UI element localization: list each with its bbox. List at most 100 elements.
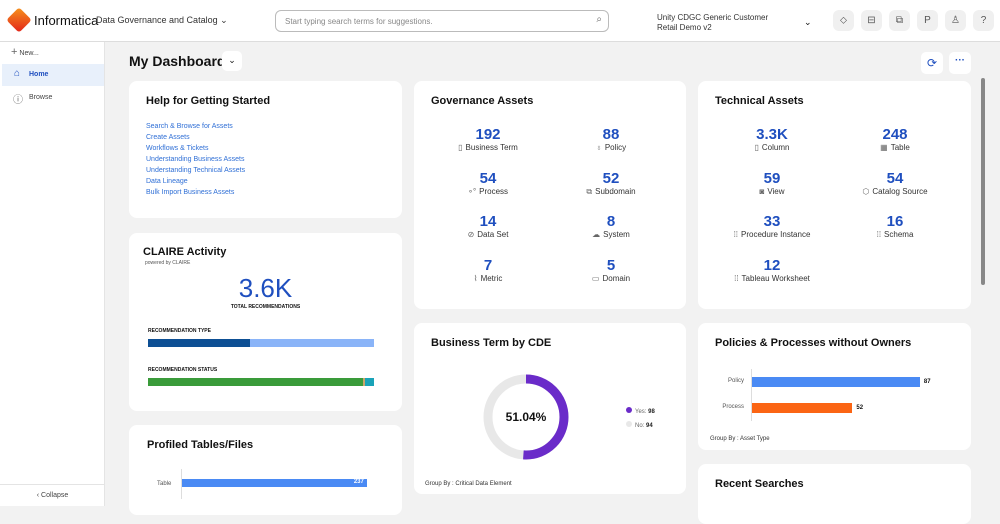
cde-donut-chart xyxy=(483,374,569,460)
asset-count-column[interactable]: 3.3K ▯ Column xyxy=(712,126,832,152)
help-link[interactable]: Workflows & Tickets xyxy=(146,145,209,152)
bar-segment[interactable] xyxy=(362,378,365,386)
search-input[interactable]: Start typing search terms for suggestion… xyxy=(275,10,609,32)
bar-label: Process xyxy=(722,404,744,410)
group-by-label: Group By : Critical Data Element xyxy=(425,481,512,487)
asset-count-process[interactable]: 54 ∘° Process xyxy=(428,170,548,196)
help-link[interactable]: Create Assets xyxy=(146,134,190,141)
asset-count-domain[interactable]: 5 ▭ Domain xyxy=(551,257,671,283)
legend-label: No: xyxy=(635,423,645,429)
brand-name: Informatica xyxy=(34,13,99,28)
dashboard-dropdown-button[interactable]: ⌄ xyxy=(222,51,242,71)
sidebar-item-browse[interactable]: ⓘ Browse xyxy=(2,88,104,108)
legend-no[interactable]: No: 94 xyxy=(626,421,653,429)
asset-count: 12 xyxy=(763,256,781,274)
asset-count: 88 xyxy=(602,126,620,143)
bar-segment[interactable] xyxy=(148,378,363,386)
bar-value: 52 xyxy=(856,405,864,411)
sidebar: + New... ⌂ Home ⓘ Browse ‹ Collapse xyxy=(0,42,105,506)
bar-segment[interactable] xyxy=(364,378,374,386)
asset-type-icon: ⬡ xyxy=(862,186,870,196)
asset-type-label: Data Set xyxy=(477,230,509,239)
donut-yes-segment[interactable] xyxy=(483,374,569,460)
asset-count-metric[interactable]: 7 ⌇ Metric xyxy=(428,257,548,283)
asset-count-data-set[interactable]: 14 ⊘ Data Set xyxy=(428,213,548,239)
card-title: CLAIRE Activity xyxy=(143,246,227,258)
new-label: New... xyxy=(19,50,39,57)
collapse-button[interactable]: ‹ Collapse xyxy=(0,484,105,506)
asset-type-icon: ▯ xyxy=(458,143,463,152)
asset-type-icon: ⁞⁞ xyxy=(876,230,882,239)
asset-count: 8 xyxy=(606,213,616,230)
copy-button[interactable]: ⧉ xyxy=(889,10,910,31)
technical-assets-card: Technical Assets 3.3K ▯ Column 248 ▦ Table 59 ◙… xyxy=(698,81,971,309)
asset-type-label: View xyxy=(767,186,785,196)
bar-policy[interactable] xyxy=(752,377,920,387)
bar-segment[interactable] xyxy=(249,339,374,347)
inbox-button[interactable]: ⊟ xyxy=(861,10,882,31)
asset-count-schema[interactable]: 16 ⁞⁞ Schema xyxy=(835,213,955,239)
search-icon[interactable]: ⌕ xyxy=(596,14,602,25)
asset-type: ⊘ Data Set xyxy=(428,230,548,239)
asset-count-policy[interactable]: 88 ♁ Policy xyxy=(551,126,671,152)
asset-count: 7 xyxy=(483,256,493,274)
asset-type-icon: ⧉ xyxy=(586,186,593,196)
help-icon: ? xyxy=(980,15,987,26)
asset-type-icon: ⌇ xyxy=(473,273,478,283)
tag-button[interactable]: ⬦ xyxy=(833,10,854,31)
asset-count-subdomain[interactable]: 52 ⧉ Subdomain xyxy=(551,170,671,197)
asset-count-system[interactable]: 8 ☁ System xyxy=(551,213,671,239)
legend-dot-icon xyxy=(626,407,632,413)
page-title: My Dashboard xyxy=(129,53,226,69)
recent-searches-card: Recent Searches xyxy=(698,464,971,524)
axis-line xyxy=(181,469,182,499)
more-options-button[interactable]: ··· xyxy=(949,52,971,74)
new-button[interactable]: + New... xyxy=(11,46,39,58)
asset-type-icon: ⊘ xyxy=(467,230,475,239)
recommendation-status-bar[interactable] xyxy=(148,378,374,386)
chevron-down-icon[interactable]: ⌄ xyxy=(804,17,812,27)
sidebar-item-label: Home xyxy=(29,71,49,78)
bar-label: Table xyxy=(157,481,172,487)
collapse-label: Collapse xyxy=(41,492,69,499)
refresh-button[interactable]: ⟳ xyxy=(921,52,943,74)
asset-type-label: Schema xyxy=(884,230,914,239)
bar-process[interactable] xyxy=(752,403,853,413)
recommendation-type-bar[interactable] xyxy=(148,339,374,347)
help-link[interactable]: Search & Browse for Assets xyxy=(146,123,233,130)
help-button[interactable]: ? xyxy=(973,10,994,31)
asset-type: ☁ System xyxy=(551,230,671,239)
asset-type: ▯ Column xyxy=(712,143,832,152)
sidebar-item-home[interactable]: ⌂ Home xyxy=(2,64,104,86)
flag-button[interactable]: P xyxy=(917,10,938,31)
home-icon: ⌂ xyxy=(14,68,21,79)
card-title: Business Term by CDE xyxy=(431,337,552,349)
org-selector[interactable]: Unity CDGC Generic Customer Retail Demo … xyxy=(657,13,769,32)
asset-count: 248 xyxy=(882,126,908,143)
asset-count: 54 xyxy=(479,169,497,187)
search-placeholder: Start typing search terms for suggestion… xyxy=(285,17,433,26)
scrollbar[interactable] xyxy=(981,78,985,285)
legend-yes[interactable]: Yes: 98 xyxy=(626,407,655,415)
inbox-icon: ⊟ xyxy=(867,15,876,26)
asset-count-business-term[interactable]: 192 ▯ Business Term xyxy=(428,126,548,152)
profiled-table-bar[interactable]: 237 xyxy=(182,479,367,487)
asset-type: ⌇ Metric xyxy=(428,274,548,283)
chevron-down-icon: ⌄ xyxy=(220,15,228,25)
asset-count-tableau-worksheet[interactable]: 12 ⁞⁞ Tableau Worksheet xyxy=(712,257,832,283)
asset-count-table[interactable]: 248 ▦ Table xyxy=(835,126,955,152)
asset-count-view[interactable]: 59 ◙ View xyxy=(712,170,832,196)
help-link[interactable]: Understanding Technical Assets xyxy=(146,167,246,174)
help-link[interactable]: Bulk Import Business Assets xyxy=(146,189,235,196)
asset-type-icon: ☁ xyxy=(592,230,601,239)
card-title: Governance Assets xyxy=(431,95,534,107)
bar-segment[interactable] xyxy=(148,339,250,347)
bar-value: 237 xyxy=(353,479,364,485)
help-link[interactable]: Understanding Business Assets xyxy=(146,156,245,163)
asset-count-catalog-source[interactable]: 54 ⬡ Catalog Source xyxy=(835,170,955,196)
user-button[interactable]: ♙ xyxy=(945,10,966,31)
sidebar-item-label: Browse xyxy=(29,94,53,101)
product-switcher[interactable]: Data Governance and Catalog ⌄ xyxy=(96,15,228,26)
asset-count-procedure-instance[interactable]: 33 ⁞⁞ Procedure Instance xyxy=(712,213,832,239)
help-link[interactable]: Data Lineage xyxy=(146,178,188,185)
